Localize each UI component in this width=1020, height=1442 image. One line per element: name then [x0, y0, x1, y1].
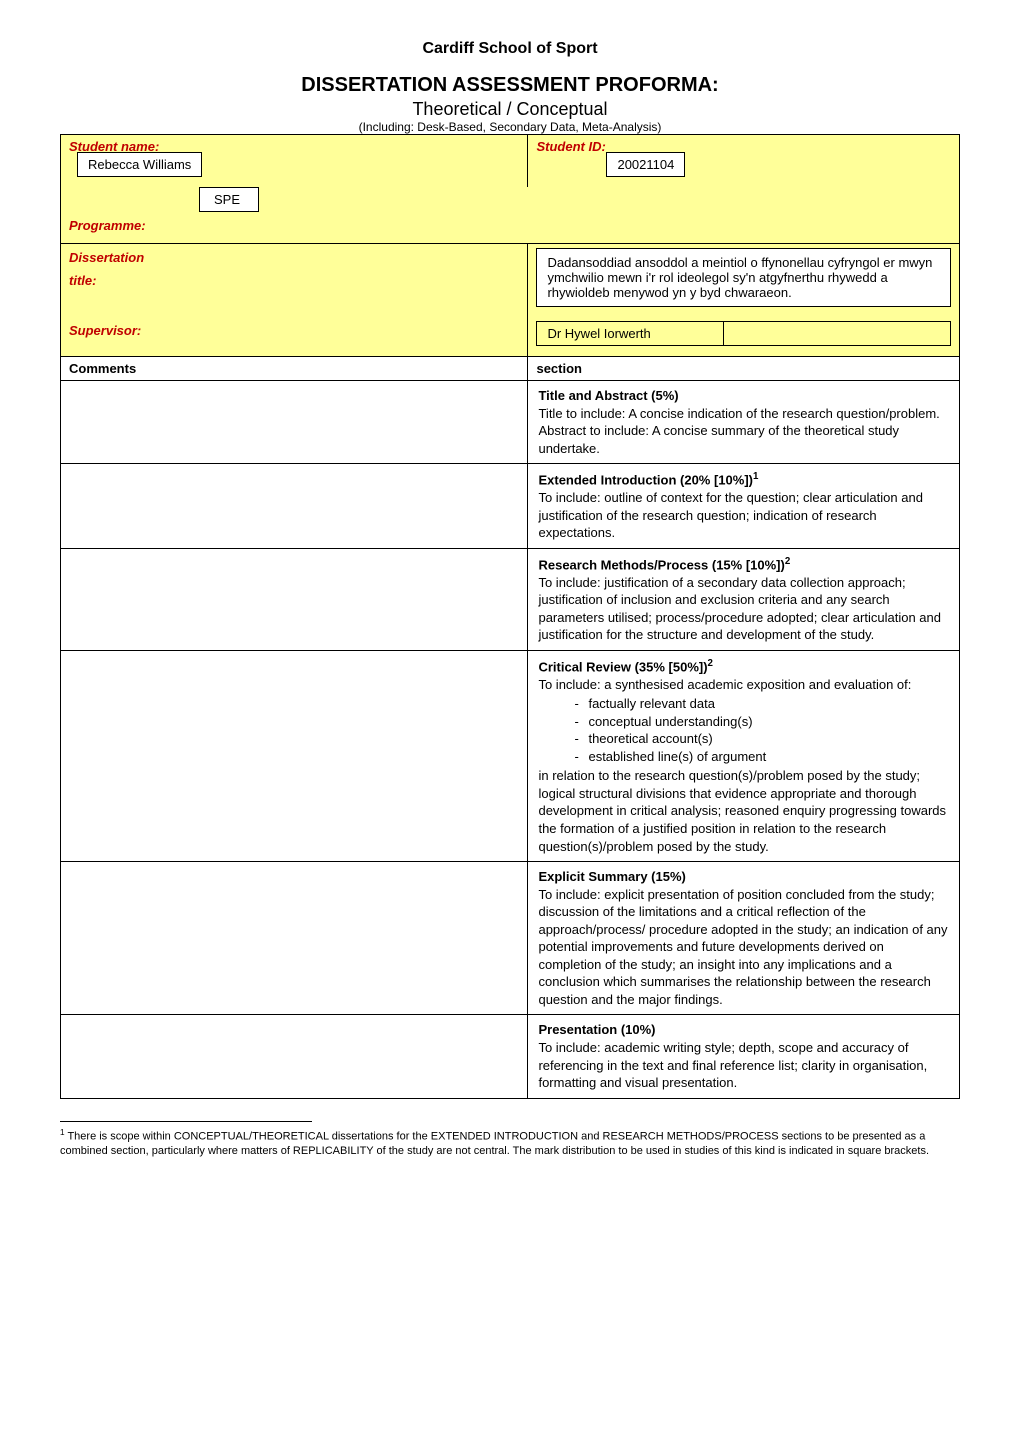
section-extended-intro-body: To include: outline of context for the q… [538, 489, 949, 542]
section-title-abstract-line1: Title to include: A concise indication o… [538, 405, 949, 423]
section-presentation-heading: Presentation (10%) [538, 1021, 949, 1039]
list-item: theoretical account(s) [574, 730, 949, 748]
programme-label: Programme: [69, 218, 146, 233]
section-explicit-summary-heading: Explicit Summary (15%) [538, 868, 949, 886]
comments-col-header: Comments [61, 357, 528, 381]
proforma-subtitle-note: (Including: Desk-Based, Secondary Data, … [60, 120, 960, 134]
section-presentation-body: To include: academic writing style; dept… [538, 1039, 949, 1092]
footnote-divider [60, 1121, 312, 1122]
dissertation-label-2: title: [69, 273, 519, 288]
section-title-abstract-heading: Title and Abstract (5%) [538, 387, 949, 405]
proforma-table: Student name: Rebecca Williams Student I… [60, 134, 960, 1099]
student-id-value: 20021104 [606, 152, 685, 177]
student-name-value: Rebecca Williams [77, 152, 202, 177]
section-explicit-summary-body: To include: explicit presentation of pos… [538, 886, 949, 1009]
dissertation-label-1: Dissertation [69, 250, 519, 265]
proforma-subtitle: Theoretical / Conceptual [60, 99, 960, 120]
supervisor-label: Supervisor: [69, 323, 519, 338]
proforma-title: DISSERTATION ASSESSMENT PROFORMA: [60, 74, 960, 97]
section-research-methods-body: To include: justification of a secondary… [538, 574, 949, 644]
section-research-methods-heading: Research Methods/Process (15% [10%])2 [538, 555, 949, 574]
section-title-abstract-line2: Abstract to include: A concise summary o… [538, 422, 949, 457]
section-extended-intro-heading: Extended Introduction (20% [10%])1 [538, 470, 949, 489]
supervisor-value: Dr Hywel Iorwerth [537, 322, 723, 346]
section-critical-review-intro: To include: a synthesised academic expos… [538, 676, 949, 694]
list-item: conceptual understanding(s) [574, 713, 949, 731]
section-critical-review-heading: Critical Review (35% [50%])2 [538, 657, 949, 676]
section-critical-review-outro: in relation to the research question(s)/… [538, 767, 949, 855]
footnote: 1 There is scope within CONCEPTUAL/THEOR… [60, 1128, 960, 1158]
list-item: factually relevant data [574, 695, 949, 713]
section-col-header: section [528, 357, 960, 381]
student-id-label: Student ID: [536, 139, 605, 154]
section-critical-review-bullets: factually relevant data conceptual under… [574, 695, 949, 765]
programme-value: SPE [199, 187, 259, 212]
school-header: Cardiff School of Sport [60, 40, 960, 58]
dissertation-title-value: Dadansoddiad ansoddol a meintiol o ffyno… [536, 248, 951, 307]
list-item: established line(s) of argument [574, 748, 949, 766]
